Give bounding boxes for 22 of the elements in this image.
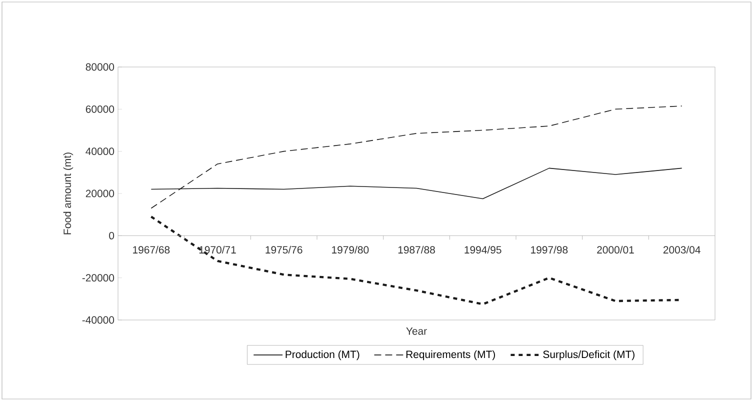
x-tick-label: 1979/80 — [332, 246, 369, 254]
legend-label: Surplus/Deficit (MT) — [543, 350, 634, 360]
y-tick-label: -40000 — [82, 316, 114, 324]
y-tick-label: 20000 — [86, 190, 114, 198]
y-tick-label: 80000 — [86, 63, 114, 71]
y-tick-label: -20000 — [82, 274, 114, 282]
x-tick-label: 1994/95 — [464, 246, 502, 254]
y-tick-label: 0 — [109, 232, 114, 240]
legend-label: Requirements (MT) — [406, 350, 495, 360]
legend-label: Production (MT) — [286, 350, 360, 360]
y-axis-title: Food amount (mt) — [63, 152, 74, 234]
x-tick-label: 2000/01 — [597, 246, 634, 254]
x-axis-title: Year — [406, 328, 427, 335]
x-tick-label: 1970/71 — [199, 246, 236, 254]
line-series — [150, 106, 682, 209]
y-tick-label: 60000 — [86, 105, 114, 113]
x-tick-label: 1987/88 — [398, 246, 435, 254]
x-tick-label: 1967/68 — [133, 246, 170, 254]
y-tick-label: 40000 — [86, 148, 114, 156]
x-tick-label: 1997/98 — [531, 246, 568, 254]
x-tick-label: 2003/04 — [663, 246, 700, 254]
x-tick-label: 1975/76 — [266, 246, 302, 254]
